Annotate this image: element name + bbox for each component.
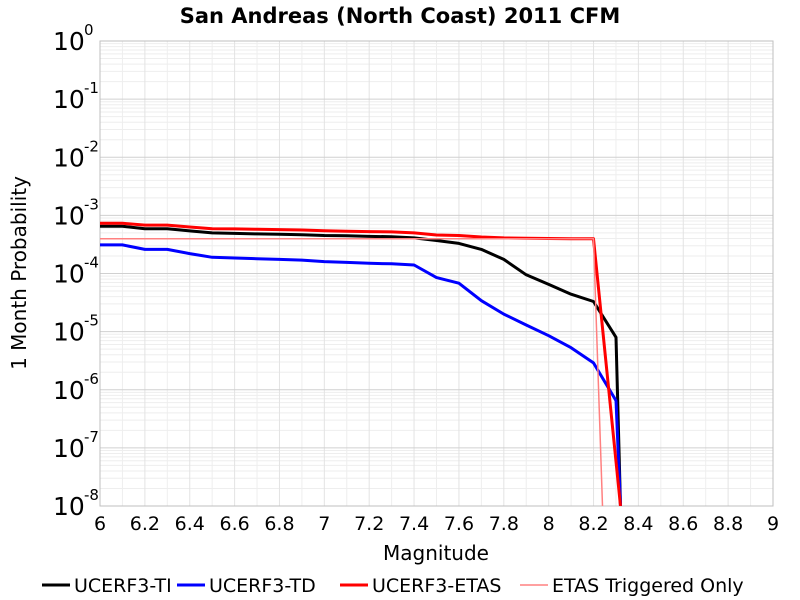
x-tick-label: 8.6 [668, 513, 698, 535]
y-tick-label: 10 -5 [53, 312, 99, 347]
y-tick-exponent: -1 [84, 79, 99, 97]
y-tick-label: 10 -2 [53, 137, 99, 172]
y-tick-label: 10 -7 [53, 428, 99, 463]
x-axis-label: Magnitude [383, 541, 489, 565]
y-tick-base: 10 [53, 27, 85, 56]
series-line-2 [100, 243, 622, 506]
chart-title: San Andreas (North Coast) 2011 CFM [180, 4, 621, 28]
series-line-3 [100, 221, 622, 506]
legend-item: UCERF3-TD [177, 575, 316, 597]
y-tick-base: 10 [53, 318, 85, 347]
legend-item: ETAS Triggered Only [520, 575, 744, 597]
x-tick-label: 7.4 [399, 513, 429, 535]
y-tick-base: 10 [53, 201, 85, 230]
plot-frame [99, 40, 774, 507]
legend-item: UCERF3-ETAS [340, 575, 501, 597]
x-tick-label: 6.2 [130, 513, 160, 535]
y-tick-exponent: -6 [84, 370, 99, 388]
y-tick-label: 10 -3 [53, 195, 99, 230]
legend-label: UCERF3-TD [209, 575, 316, 597]
y-tick-base: 10 [53, 376, 85, 405]
x-tick-label: 8.4 [623, 513, 653, 535]
y-tick-base: 10 [53, 143, 85, 172]
x-tick-label: 6.8 [264, 513, 294, 535]
legend-label: ETAS Triggered Only [552, 575, 744, 597]
y-tick-exponent: -5 [84, 312, 99, 330]
x-tick-label: 6.6 [219, 513, 249, 535]
y-tick-exponent: -2 [84, 137, 99, 155]
legend: UCERF3-TI UCERF3-TD UCERF3-ETAS ETAS Trigge… [42, 575, 744, 597]
x-axis-ticks: 6 6.2 6.4 6.6 6.8 7 7.2 7.4 7.6 7.8 8 8.2 8.4 8.6 8.8 9 [94, 513, 779, 535]
y-tick-exponent: 0 [84, 21, 94, 39]
y-tick-label: 10 0 [53, 21, 94, 56]
x-tick-label: 9 [767, 513, 779, 535]
y-tick-exponent: -7 [84, 428, 99, 446]
x-tick-label: 7 [318, 513, 330, 535]
y-tick-exponent: -8 [84, 486, 99, 504]
y-axis-label: 1 Month Probability [7, 176, 31, 370]
series-line-1 [100, 224, 622, 506]
series-lines [100, 221, 622, 506]
y-tick-label: 10 -4 [53, 254, 99, 289]
x-tick-label: 6 [94, 513, 106, 535]
legend-item: UCERF3-TI [42, 575, 172, 597]
x-tick-label: 8.8 [713, 513, 743, 535]
grid [99, 40, 774, 507]
y-tick-exponent: -3 [84, 195, 99, 213]
y-tick-label: 10 -6 [53, 370, 99, 405]
x-tick-label: 6.4 [175, 513, 205, 535]
x-tick-label: 7.6 [444, 513, 474, 535]
y-tick-base: 10 [53, 492, 85, 521]
x-tick-label: 7.2 [354, 513, 384, 535]
x-tick-label: 7.8 [489, 513, 519, 535]
y-tick-base: 10 [53, 260, 85, 289]
x-tick-label: 8.2 [578, 513, 608, 535]
x-tick-label: 8 [543, 513, 555, 535]
series-line-4 [100, 238, 604, 506]
y-tick-base: 10 [53, 434, 85, 463]
legend-label: UCERF3-TI [74, 575, 172, 597]
y-tick-exponent: -4 [84, 254, 99, 272]
legend-label: UCERF3-ETAS [372, 575, 501, 597]
y-tick-label: 10 -8 [53, 486, 99, 521]
y-tick-label: 10 -1 [53, 79, 99, 114]
y-tick-base: 10 [53, 85, 85, 114]
